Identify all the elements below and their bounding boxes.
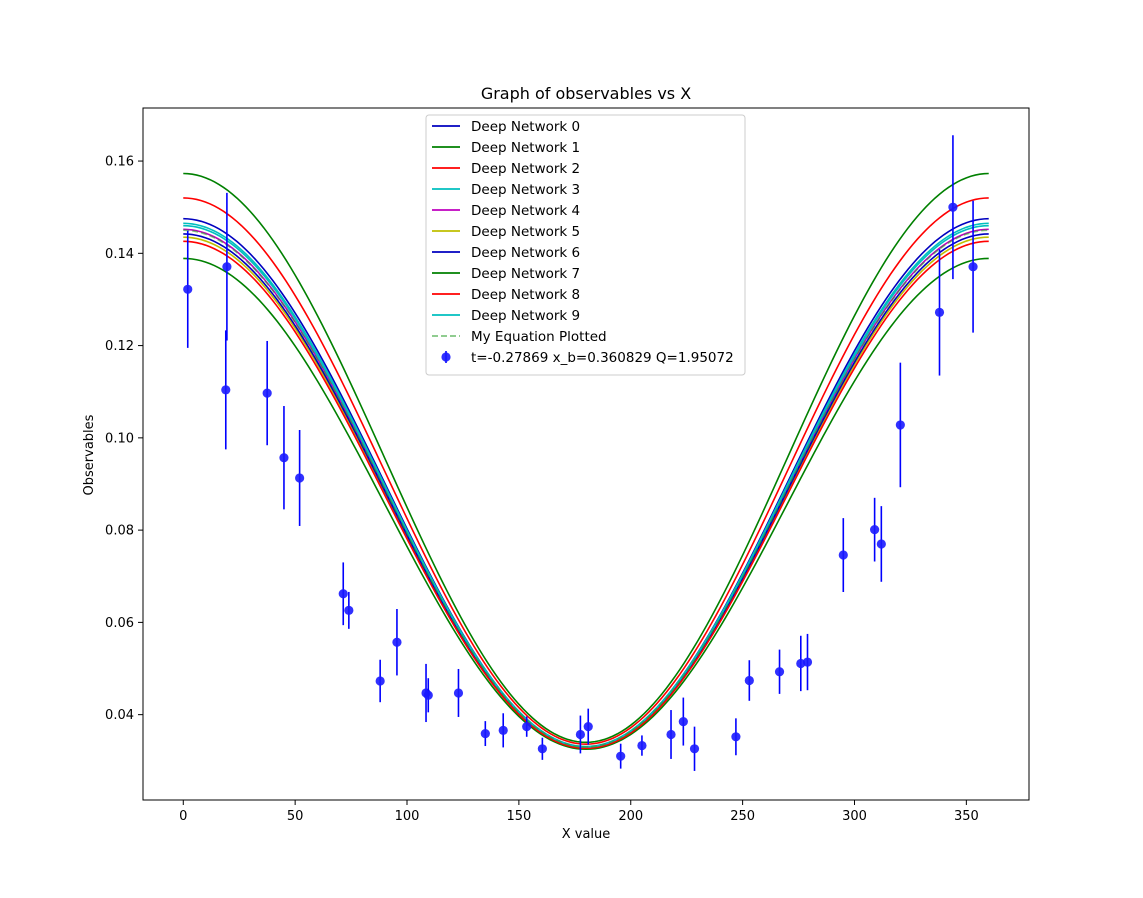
x-tick-label-7: 350 (954, 809, 979, 824)
x-tick-label-0: 0 (179, 809, 187, 824)
legend-label-10: My Equation Plotted (471, 329, 607, 345)
data-point-9 (392, 637, 402, 647)
data-point-4 (279, 453, 289, 463)
data-point-16 (537, 744, 547, 754)
y-tick-label-4: 0.12 (105, 339, 134, 354)
data-point-33 (934, 307, 945, 317)
series-line-2 (183, 197, 989, 745)
data-point-14 (498, 725, 508, 735)
y-tick-label-1: 0.06 (105, 616, 134, 631)
data-point-5 (295, 473, 305, 483)
series-line-8 (183, 240, 989, 750)
legend-label-3: Deep Network 3 (471, 182, 580, 198)
series-line-1 (183, 172, 989, 744)
data-point-0 (183, 284, 193, 294)
legend-label-7: Deep Network 7 (471, 266, 580, 282)
series-line-7 (183, 257, 989, 751)
data-point-6 (338, 589, 348, 599)
data-point-34 (948, 202, 958, 212)
data-point-1 (221, 385, 231, 395)
y-tick-label-2: 0.08 (105, 524, 134, 539)
legend-label-5: Deep Network 5 (471, 224, 580, 240)
chart-title: Graph of observables vs X (481, 84, 691, 103)
legend-label-8: Deep Network 8 (471, 287, 580, 303)
data-point-22 (678, 716, 688, 727)
x-axis-title: X value (562, 827, 611, 842)
plot-area (142, 107, 1030, 801)
data-point-31 (876, 539, 886, 549)
y-tick-label-0: 0.04 (105, 708, 134, 723)
legend-label-4: Deep Network 4 (471, 203, 580, 219)
data-point-19 (616, 751, 626, 761)
y-tick-label-5: 0.14 (105, 247, 134, 262)
data-points-group (183, 135, 978, 771)
data-point-26 (774, 667, 785, 677)
data-point-8 (375, 676, 385, 686)
equation-line (183, 229, 989, 748)
x-tick-label-1: 50 (287, 809, 304, 824)
x-tick-label-3: 150 (506, 809, 531, 824)
data-point-2 (222, 262, 232, 272)
data-point-15 (522, 722, 532, 732)
data-point-21 (666, 729, 676, 740)
data-point-17 (575, 729, 586, 740)
data-point-18 (583, 722, 593, 732)
legend-box (425, 114, 746, 376)
data-point-24 (731, 732, 741, 742)
data-point-29 (838, 550, 848, 560)
data-point-11 (423, 690, 433, 700)
y-axis-title: Observables (82, 414, 97, 495)
data-point-28 (802, 657, 813, 667)
data-point-20 (637, 740, 647, 751)
data-point-32 (895, 420, 905, 430)
legend-label-1: Deep Network 1 (471, 140, 580, 156)
legend: Deep Network 0 Deep Network 1 Deep Network… (425, 114, 746, 376)
legend-label-2: Deep Network 2 (471, 161, 580, 177)
plot-frame (142, 107, 1030, 801)
legend-swatch-11 (441, 352, 451, 362)
legend-label-11: t=-0.27869 x_b=0.360829 Q=1.95072 (471, 350, 734, 366)
legend-label-6: Deep Network 6 (471, 245, 580, 261)
x-tick-label-6: 300 (842, 809, 867, 824)
y-tick-label-3: 0.10 (105, 431, 134, 446)
data-point-35 (968, 262, 978, 272)
data-point-23 (689, 744, 700, 754)
data-point-30 (870, 525, 880, 535)
data-point-13 (480, 728, 490, 739)
data-point-12 (453, 688, 464, 698)
y-tick-label-6: 0.16 (105, 155, 134, 170)
x-tick-label-2: 100 (395, 809, 420, 824)
axis-ticks: 0 50 100 150 200 250 300 350 0.04 0.06 0.08 0.10 0.1… (105, 155, 979, 824)
legend-label-0: Deep Network 0 (471, 119, 580, 135)
data-point-3 (262, 388, 272, 398)
legend-label-9: Deep Network 9 (471, 308, 580, 324)
data-point-25 (744, 675, 754, 686)
data-point-7 (344, 605, 354, 615)
x-tick-label-5: 250 (730, 809, 755, 824)
x-tick-label-4: 200 (618, 809, 643, 824)
curves-group (183, 135, 989, 771)
